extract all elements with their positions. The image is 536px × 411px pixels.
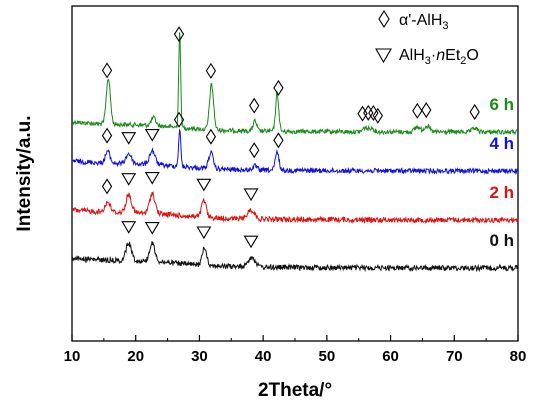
triangle-marker [121, 173, 137, 186]
triangle-marker [121, 132, 137, 145]
diamond-marker [205, 128, 217, 145]
triangle-marker [243, 235, 259, 249]
diamond-marker [249, 97, 260, 114]
diamond-marker [249, 142, 260, 159]
diamond-marker [357, 105, 368, 122]
series-layer [71, 32, 519, 273]
diamond-marker [205, 62, 217, 79]
legend-triangle-icon [375, 48, 392, 64]
series-line-3 [71, 241, 519, 273]
legend-text-0: α'-AlH [399, 12, 442, 29]
legend-sub-0: 3 [442, 20, 448, 32]
series-label: 0 h [489, 231, 514, 250]
diamond-marker [412, 102, 423, 119]
x-tick-label: 30 [191, 348, 208, 365]
triangle-marker [196, 178, 212, 192]
legend-text-1: AlH [399, 47, 425, 64]
y-axis-title: Intensity/a.u. [14, 115, 35, 231]
x-axis: 10 20 30 40 50 60 70 80 [64, 335, 527, 365]
x-tick-label: 40 [255, 348, 272, 365]
series-line-1 [71, 128, 519, 176]
triangle-marker [243, 188, 259, 202]
peak-markers [101, 26, 480, 249]
series-labels: 6 h 4 h 2 h 0 h [489, 95, 514, 250]
diamond-marker [273, 132, 284, 149]
legend-sub-1: 3 [425, 55, 431, 67]
series-label: 4 h [489, 134, 514, 153]
series-label: 2 h [489, 183, 514, 202]
x-tick-label: 80 [510, 348, 527, 365]
legend-entry-alh3-et2o: AlH3·nEt2O [399, 47, 479, 67]
diamond-marker [273, 79, 284, 96]
diamond-marker [173, 111, 185, 128]
x-tick-label: 10 [64, 348, 81, 365]
legend-et: Et [445, 47, 461, 64]
triangle-marker [196, 226, 212, 240]
series-line-2 [71, 190, 519, 225]
diamond-marker [363, 104, 374, 121]
diamond-marker [372, 107, 383, 124]
x-tick-label: 70 [446, 348, 463, 365]
x-tick-label: 20 [127, 348, 144, 365]
series-label: 6 h [489, 95, 514, 114]
triangle-marker [121, 221, 137, 234]
triangle-marker [144, 221, 160, 235]
diamond-marker [101, 178, 113, 195]
legend-o: O [466, 47, 478, 64]
triangle-marker [144, 128, 160, 142]
x-tick-label: 50 [319, 348, 336, 365]
diamond-marker [469, 103, 480, 120]
diamond-marker [101, 62, 113, 79]
triangle-marker [144, 171, 160, 185]
legend-sub-2: 2 [460, 55, 466, 67]
legend-italic-n: n [436, 47, 445, 64]
diamond-marker [173, 26, 185, 43]
diamond-marker [421, 102, 432, 119]
legend-diamond-icon [378, 9, 390, 29]
diamond-marker [101, 127, 113, 144]
legend-entry-alpha-alh3: α'-AlH3 [399, 12, 449, 32]
series-line-0 [71, 32, 519, 136]
x-tick-label: 60 [382, 348, 399, 365]
legend-dot: · [431, 47, 436, 64]
x-axis-title: 2Theta/° [258, 380, 332, 401]
